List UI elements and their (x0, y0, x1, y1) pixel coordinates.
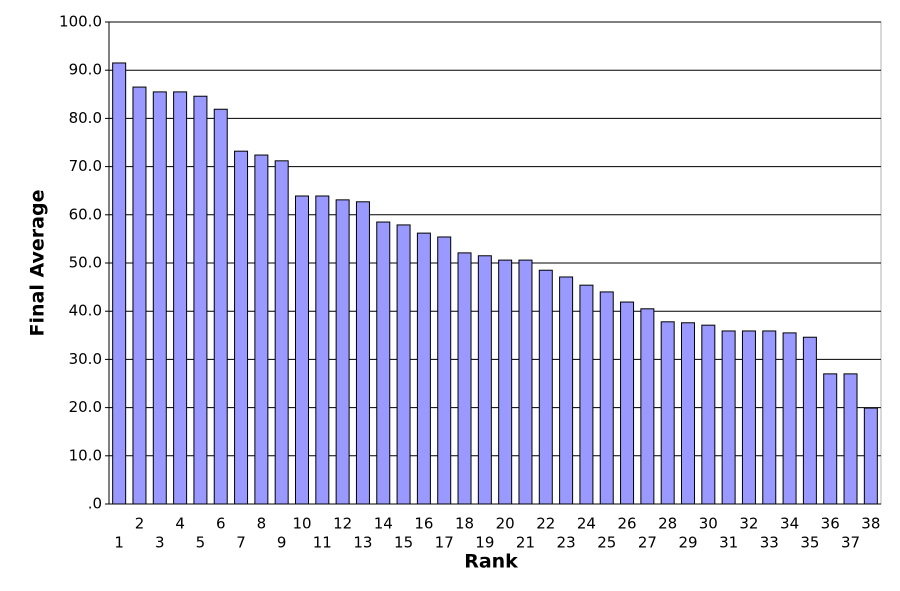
x-tick-label: 22 (536, 515, 555, 533)
x-tick-label: 25 (597, 534, 616, 552)
x-tick-label: 3 (155, 534, 165, 552)
y-tick-label: .0 (88, 495, 102, 513)
x-tick-label: 10 (292, 515, 311, 533)
y-tick-label: 100.0 (59, 13, 102, 31)
x-tick-label: 35 (800, 534, 819, 552)
x-tick-label: 14 (374, 515, 393, 533)
bar (193, 95, 208, 505)
bar (640, 308, 655, 505)
x-tick-label: 15 (394, 534, 413, 552)
bar (681, 322, 695, 505)
bar (274, 160, 289, 505)
bar (518, 259, 533, 505)
x-tick-label: 30 (699, 515, 718, 533)
x-tick-label: 32 (739, 515, 758, 533)
x-tick-label: 16 (414, 515, 433, 533)
x-tick-label: 12 (333, 515, 352, 533)
x-tick-label: 2 (135, 515, 145, 533)
bar (843, 373, 858, 505)
x-axis-title: Rank (464, 551, 518, 573)
bar (802, 336, 817, 505)
bar (762, 330, 777, 505)
bar (599, 291, 614, 505)
bar (234, 150, 249, 505)
y-tick-label: 40.0 (69, 302, 102, 320)
bar (701, 324, 716, 505)
x-tick-label: 21 (516, 534, 535, 552)
y-tick-label: 10.0 (69, 446, 102, 464)
bar (173, 91, 188, 505)
bar (355, 201, 370, 505)
y-tick-label: 70.0 (69, 157, 102, 175)
y-tick-label: 30.0 (69, 350, 102, 368)
x-tick-label: 5 (196, 534, 206, 552)
bar (782, 332, 797, 505)
bar (620, 301, 635, 505)
bar (376, 221, 391, 505)
x-tick-label: 31 (719, 534, 738, 552)
bar (863, 407, 878, 505)
bar (254, 154, 269, 505)
x-tick-label: 29 (678, 534, 697, 552)
bar (823, 373, 838, 505)
y-axis-title: Final Average (27, 190, 49, 337)
x-tick-label: 7 (236, 534, 246, 552)
x-tick-label: 13 (353, 534, 372, 552)
bar (335, 199, 350, 505)
x-tick-label: 18 (455, 515, 474, 533)
x-tick-label: 26 (618, 515, 637, 533)
x-tick-label: 34 (780, 515, 799, 533)
y-tick-label: 20.0 (69, 398, 102, 416)
bar (112, 62, 127, 505)
y-tick-label: 50.0 (69, 254, 102, 272)
x-tick-label: 8 (257, 515, 267, 533)
bar (132, 86, 147, 505)
bar (498, 259, 513, 505)
x-tick-label: 6 (216, 515, 226, 533)
bar (538, 269, 553, 505)
x-tick-label: 24 (577, 515, 596, 533)
bar (559, 276, 574, 505)
x-tick-label: 11 (313, 534, 332, 552)
x-tick-label: 38 (861, 515, 880, 533)
y-tick-label: 90.0 (69, 61, 102, 79)
bar (295, 195, 309, 505)
x-tick-label: 17 (435, 534, 454, 552)
bar (579, 284, 594, 505)
bar (741, 330, 756, 505)
x-tick-label: 1 (114, 534, 124, 552)
x-tick-label: 4 (175, 515, 185, 533)
x-tick-label: 19 (475, 534, 494, 552)
x-tick-label: 33 (760, 534, 779, 552)
bar (416, 232, 431, 505)
x-tick-label: 20 (496, 515, 515, 533)
bar (660, 321, 675, 505)
bar (477, 255, 492, 505)
x-tick-label: 27 (638, 534, 657, 552)
x-tick-label: 23 (557, 534, 576, 552)
x-tick-label: 36 (821, 515, 840, 533)
bar (152, 91, 167, 505)
bar (213, 108, 228, 505)
y-tick-label: 60.0 (69, 205, 102, 223)
y-tick-label: 80.0 (69, 109, 102, 127)
bar (396, 224, 411, 505)
bar (457, 252, 472, 505)
bar (315, 195, 330, 505)
bar (437, 236, 452, 505)
bar (721, 330, 736, 505)
x-tick-label: 9 (277, 534, 287, 552)
x-tick-label: 37 (841, 534, 860, 552)
x-tick-label: 28 (658, 515, 677, 533)
